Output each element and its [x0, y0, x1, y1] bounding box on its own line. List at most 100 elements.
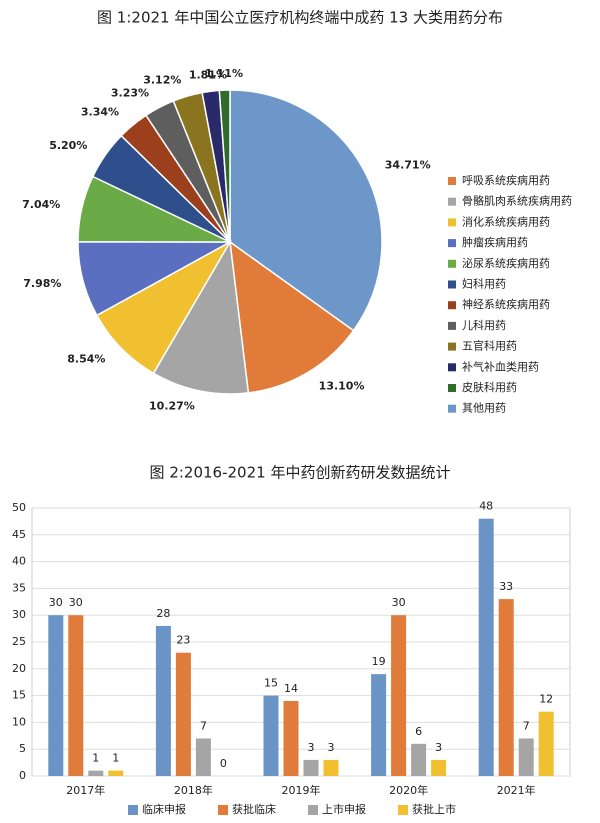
bar: [371, 674, 387, 776]
bar-value-label: 14: [284, 682, 298, 695]
bar: [498, 599, 514, 776]
bar-value-label: 7: [523, 719, 530, 732]
pie-slice: [229, 89, 383, 332]
y-tick-label: 10: [12, 715, 26, 728]
y-tick-label: 40: [12, 555, 26, 568]
y-tick-label: 5: [19, 742, 26, 755]
y-tick-label: 50: [12, 501, 26, 514]
bar-value-label: 12: [539, 693, 553, 706]
legend-swatch: [448, 218, 456, 227]
bar-value-label: 6: [415, 725, 422, 738]
legend-swatch: [448, 197, 456, 206]
legend-label: 获批临床: [232, 802, 276, 816]
bar-value-label: 0: [220, 757, 227, 770]
bar-value-label: 7: [200, 719, 207, 732]
slice-label: 34.71%: [385, 158, 431, 171]
bar: [391, 615, 407, 776]
bar: [108, 770, 124, 776]
y-tick-label: 20: [12, 662, 26, 675]
bar: [303, 759, 319, 776]
bar-value-label: 1: [92, 752, 99, 765]
legend-swatch: [448, 259, 456, 268]
legend-label: 骨骼肌肉系统疾病用药: [462, 194, 572, 208]
slice-label: 1.11%: [205, 67, 243, 80]
y-tick-label: 45: [12, 528, 26, 541]
pie-slice: [152, 239, 250, 395]
y-tick-label: 0: [19, 769, 26, 782]
legend-label: 呼吸系统疾病用药: [462, 173, 550, 187]
slice-label: 8.54%: [67, 352, 105, 365]
bar-value-label: 30: [69, 596, 83, 609]
bar: [283, 700, 299, 776]
legend-swatch: [308, 805, 318, 815]
bar-value-label: 1: [112, 752, 119, 765]
legend-swatch: [448, 384, 456, 392]
bar: [48, 615, 64, 776]
legend-swatch: [448, 239, 456, 248]
bar-value-label: 33: [499, 580, 513, 593]
bar: [175, 652, 191, 776]
slice-label: 1.81%: [189, 68, 227, 81]
bar-value-label: 48: [479, 500, 493, 513]
bar-value-label: 19: [372, 655, 386, 668]
bar: [478, 518, 494, 776]
bar-value-label: 30: [392, 596, 406, 609]
bar: [411, 743, 427, 776]
bar-value-label: 23: [176, 634, 190, 647]
bar: [195, 738, 211, 776]
bar-value-label: 28: [156, 607, 170, 620]
legend-swatch: [398, 805, 408, 815]
slice-label: 7.98%: [23, 277, 61, 290]
y-tick-label: 25: [12, 635, 26, 648]
bar-value-label: 30: [49, 596, 63, 609]
pie-slice: [229, 240, 355, 394]
bar: [538, 711, 554, 776]
slice-label: 5.20%: [49, 139, 87, 152]
bar-value-label: 3: [328, 741, 335, 754]
x-tick-label: 2018年: [174, 783, 213, 797]
legend-label: 其他用药: [462, 402, 506, 415]
slice-label: 13.10%: [319, 380, 365, 393]
legend-swatch: [448, 301, 456, 310]
x-tick-label: 2019年: [282, 783, 321, 797]
legend-swatch: [448, 321, 456, 330]
legend-label: 消化系统疾病用药: [462, 214, 550, 228]
slice-label: 7.04%: [22, 198, 60, 211]
bar: [323, 759, 339, 776]
bar-value-label: 3: [435, 741, 442, 754]
legend-swatch: [128, 805, 138, 815]
bar: [263, 695, 279, 776]
x-tick-label: 2021年: [497, 783, 536, 797]
y-tick-label: 15: [12, 689, 26, 702]
legend-label: 五官科用药: [462, 339, 517, 353]
legend-label: 神经系统疾病用药: [462, 297, 550, 311]
bar-value-label: 3: [308, 741, 315, 754]
y-tick-label: 35: [12, 581, 26, 594]
legend-label: 获批上市: [412, 802, 456, 816]
pie-slice: [218, 89, 231, 243]
bar: [431, 759, 447, 776]
bar-title: 图 2:2016-2021 年中药创新药研发数据统计: [150, 464, 451, 482]
bar-value-label: 15: [264, 677, 278, 690]
legend-label: 妇科用药: [462, 277, 506, 291]
bar: [155, 625, 171, 776]
legend-swatch: [448, 342, 456, 351]
pie-title: 图 1:2021 年中国公立医疗机构终端中成药 13 大类用药分布: [97, 9, 503, 27]
y-tick-label: 30: [12, 608, 26, 621]
legend-label: 泌尿系统疾病用药: [462, 256, 550, 270]
x-tick-label: 2017年: [66, 783, 105, 797]
legend-label: 补气补血类用药: [462, 359, 539, 373]
legend-label: 皮肤科用药: [462, 380, 517, 394]
slice-label: 3.34%: [81, 106, 119, 119]
legend-swatch: [448, 363, 456, 372]
bar: [88, 770, 104, 776]
legend-label: 上市申报: [322, 802, 366, 816]
legend-swatch: [218, 805, 228, 815]
legend-swatch: [448, 280, 456, 289]
legend-swatch: [448, 177, 456, 185]
slice-label: 10.27%: [149, 400, 195, 413]
legend-label: 儿科用药: [462, 318, 506, 332]
slice-label: 3.12%: [143, 74, 181, 87]
legend-label: 肿瘤疾病用药: [462, 235, 528, 249]
